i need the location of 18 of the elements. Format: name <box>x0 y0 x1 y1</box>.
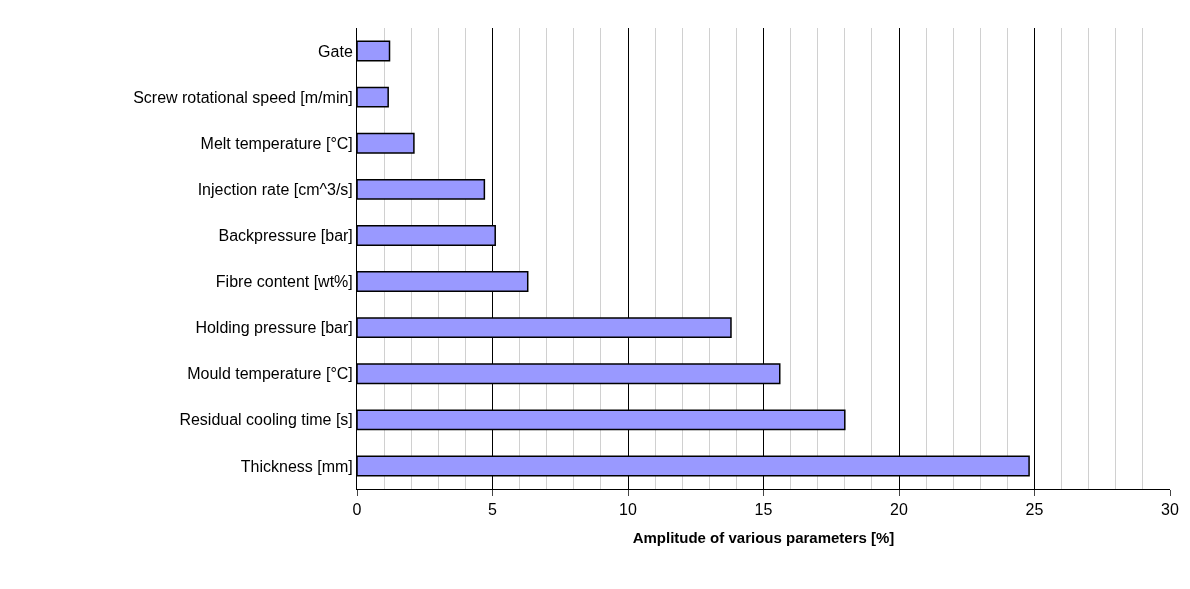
x-axis-title: Amplitude of various parameters [%] <box>632 529 895 547</box>
y-tick-label: Injection rate [cm^3/s] <box>197 180 353 198</box>
x-tick-label: 5 <box>488 501 498 519</box>
y-tick-label: Mould temperature [°C] <box>187 365 353 383</box>
y-tick-label: Melt temperature [°C] <box>200 134 353 152</box>
x-tick-label: 30 <box>1161 501 1179 519</box>
y-tick-label: Fibre content [wt%] <box>215 273 353 291</box>
y-tick-label: Residual cooling time [s] <box>179 411 353 429</box>
x-tick-label: 25 <box>1025 501 1044 519</box>
y-tick-label: Gate <box>318 42 353 60</box>
x-tick-label: 10 <box>619 501 637 519</box>
y-tick-label: Backpressure [bar] <box>218 227 353 245</box>
x-tick-label: 20 <box>890 501 908 519</box>
x-tick-label: 15 <box>754 501 773 519</box>
y-tick-label: Holding pressure [bar] <box>195 319 353 337</box>
y-tick-label: Thickness [mm] <box>240 457 353 475</box>
x-tick-label: 0 <box>352 501 362 519</box>
y-tick-label: Screw rotational speed [m/min] <box>133 88 353 106</box>
